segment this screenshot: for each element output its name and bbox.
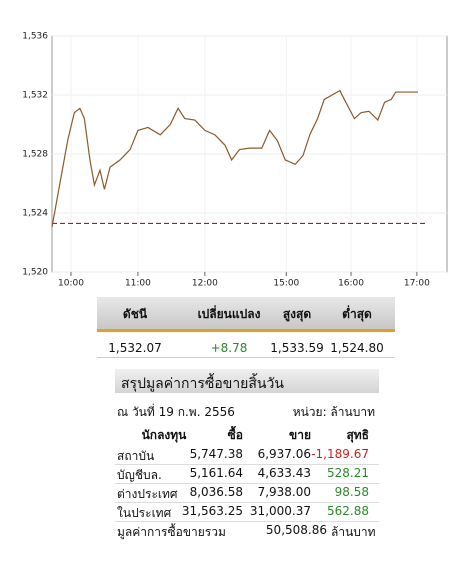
summary-header-cell: ขาย — [289, 428, 311, 442]
index-table: ดัชนี เปลี่ยนแปลง สูงสุด ต่ำสุด 1,532.07 +8.7… — [97, 297, 395, 358]
y-tick-label: 1,520 — [22, 268, 48, 278]
investor-type: ต่างประเทศ — [117, 487, 178, 501]
summary-value: 5,161.64 — [189, 466, 243, 480]
summary-value: 8,036.58 — [189, 485, 243, 499]
index-value: +8.78 — [210, 341, 248, 355]
row-line — [115, 464, 379, 465]
index-value: 1,524.80 — [330, 341, 384, 355]
x-tick-label: 12:00 — [192, 279, 218, 289]
chart: 1,520 1,524 1,528 1,532 1,536 10:00 11:00 12:00… — [22, 31, 448, 289]
investor-type: บัญชีบล. — [117, 468, 162, 482]
investor-type: สถาบัน — [117, 449, 155, 463]
price-line — [51, 89, 418, 228]
summary-unit: หน่วย: ล้านบาท — [292, 405, 375, 419]
index-header-cell: สูงสุด — [282, 307, 312, 321]
summary-value: -1,189.67 — [311, 447, 369, 461]
summary-header — [115, 369, 379, 393]
summary-table: สรุปมูลค่าการซื้อขายสิ้นวันณ วันที่ 19 ก… — [115, 369, 379, 539]
row-line — [115, 483, 379, 484]
y-tick-label: 1,528 — [22, 150, 48, 160]
total-value: 50,508.86 — [265, 523, 327, 537]
summary-date: ณ วันที่ 19 ก.พ. 2556 — [117, 405, 235, 419]
summary-value: 5,747.38 — [189, 447, 243, 461]
x-tick-label: 17:00 — [404, 279, 430, 289]
total-unit: ล้านบาท — [331, 525, 376, 539]
summary-header-cell: สุทธิ — [346, 428, 369, 442]
row-line — [115, 502, 379, 503]
summary-value: 562.88 — [327, 504, 369, 518]
index-header-cell: ดัชนี — [122, 307, 148, 321]
row-line — [97, 357, 395, 358]
summary-value: 31,000.37 — [249, 504, 311, 518]
x-tick-label: 16:00 — [338, 279, 364, 289]
summary-value: 7,938.00 — [257, 485, 311, 499]
summary-header-cell: ซื้อ — [227, 428, 243, 442]
summary-value: 98.58 — [334, 485, 369, 499]
y-tick-label: 1,532 — [22, 91, 48, 101]
summary-header-cell: นักลงทุน — [141, 428, 187, 442]
index-header — [97, 297, 395, 332]
summary-title: สรุปมูลค่าการซื้อขายสิ้นวัน — [121, 376, 284, 392]
x-tick-label: 15:00 — [273, 279, 299, 289]
summary-value: 6,937.06 — [257, 447, 311, 461]
summary-value: 528.21 — [327, 466, 369, 480]
index-value: 1,533.59 — [270, 341, 324, 355]
y-tick-label: 1,536 — [22, 32, 48, 42]
row-line — [115, 521, 379, 522]
summary-value: 31,563.25 — [181, 504, 243, 518]
y-tick-label: 1,524 — [22, 209, 48, 219]
index-header-cell: ต่ำสุด — [342, 307, 372, 321]
x-tick-label: 10:00 — [58, 279, 84, 289]
index-header-cell: เปลี่ยนแปลง — [197, 307, 261, 321]
summary-value: 4,633.43 — [257, 466, 311, 480]
total-label: มูลค่าการซื้อขายรวม — [117, 525, 226, 539]
x-tick-label: 11:00 — [125, 279, 151, 289]
investor-type: ในประเทศ — [117, 506, 172, 520]
index-value: 1,532.07 — [108, 341, 162, 355]
